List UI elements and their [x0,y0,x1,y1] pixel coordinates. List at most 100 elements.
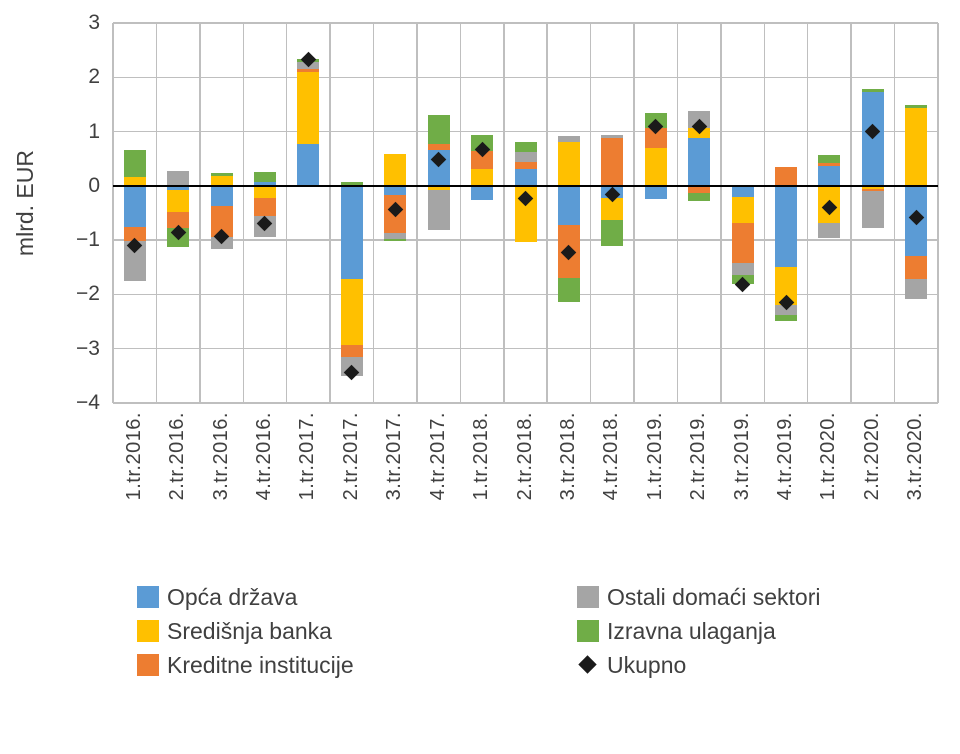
bar-segment [253,185,276,199]
x-tick-label: 2.tr.2020. [860,412,883,501]
bar-segment [861,89,884,93]
vertical-gridline [937,23,939,403]
bar-segment [340,344,363,358]
bar-segment [601,198,624,221]
bar-segment [427,115,450,145]
bar-segment [210,185,233,206]
x-tick-label: 3.tr.2016. [209,412,232,501]
legend-color-swatch [137,620,159,642]
vertical-gridline [720,23,722,403]
vertical-gridline [372,23,375,403]
plot-area [112,22,939,404]
y-tick-label: −1 [76,228,100,252]
legend-label: Ostali domaći sektori [607,583,821,610]
y-tick-label: −2 [76,282,100,306]
x-tick-label: 4.tr.2019. [774,412,797,501]
bar-segment [818,154,841,164]
bar-segment [688,185,711,193]
y-tick-label: 3 [88,11,100,34]
bar-segment [688,192,711,202]
bar-segment [384,233,407,240]
legend-item: Ukupno [577,652,686,678]
bar-segment [384,239,407,241]
bar-segment [601,220,624,246]
bar-segment [861,92,884,186]
bar-segment [557,142,580,186]
vertical-gridline [242,23,244,403]
bar-segment [644,185,667,200]
bar-segment [557,278,580,303]
y-tick-label: 0 [88,173,100,197]
legend-label: Opća država [167,583,298,610]
bar-segment [731,262,754,275]
bar-segment [471,169,494,186]
bar-segment [297,143,320,186]
bar-segment [905,104,928,108]
x-tick-label: 3.tr.2017. [383,412,406,501]
legend-item: Kreditne institucije [137,652,354,678]
horizontal-gridline [113,293,938,296]
legend-color-swatch [137,654,159,676]
bar-segment [731,196,754,224]
x-tick-label: 3.tr.2018. [556,412,579,501]
horizontal-gridline [113,22,938,24]
bar-segment [557,136,580,143]
bar-segment [427,185,450,190]
bar-segment [123,185,146,227]
bar-segment [253,198,276,217]
bar-segment [123,226,146,242]
bar-segment [601,134,624,139]
vertical-gridline [893,23,896,403]
bar-segment [861,185,884,190]
bar-segment [514,152,537,162]
legend-item: Izravna ulaganja [577,618,776,644]
bar-segment [905,279,928,299]
vertical-gridline [850,23,852,403]
vertical-gridline [676,23,679,403]
bar-segment [123,150,146,177]
legend-color-swatch [137,586,159,608]
bar-segment [818,223,841,238]
vertical-gridline [199,23,201,403]
bar-segment [384,185,407,196]
bar-segment [123,241,146,282]
vertical-gridline [503,23,505,403]
bar-segment [601,138,624,186]
x-tick-label: 1.tr.2020. [817,412,840,501]
y-tick-label: −3 [76,336,100,360]
x-tick-label: 2.tr.2017. [339,412,362,501]
legend-color-swatch [577,620,599,642]
bar-segment [557,185,580,226]
vertical-gridline [806,23,809,403]
x-tick-label: 1.tr.2018. [470,412,493,501]
bar-segment [731,185,754,197]
vertical-gridline [633,23,635,403]
bar-segment [210,172,233,176]
vertical-gridline [546,23,548,403]
bar-segment [471,151,494,170]
horizontal-gridline [113,347,938,350]
x-tick-label: 3.tr.2020. [904,412,927,501]
legend-item: Ostali domaći sektori [577,584,820,610]
bar-segment [253,171,276,182]
legend-item: Središnja banka [137,618,332,644]
legend-label: Izravna ulaganja [607,617,776,644]
legend-item: Opća država [137,584,297,610]
vertical-gridline [155,23,158,403]
x-tick-label: 1.tr.2019. [643,412,666,501]
y-axis-title: mlrd. EUR [12,150,38,257]
legend-label: Kreditne institucije [167,651,354,678]
legend-label: Središnja banka [167,617,332,644]
y-tick-label: 1 [88,119,100,143]
x-tick-label: 2.tr.2019. [687,412,710,501]
x-tick-label: 3.tr.2019. [730,412,753,501]
bar-segment [688,138,711,186]
x-tick-label: 4.tr.2017. [426,412,449,501]
horizontal-gridline [113,76,938,79]
x-tick-label: 2.tr.2018. [513,412,536,501]
bar-segment [905,256,928,280]
bar-segment [210,175,233,186]
bar-segment [253,181,276,186]
bar-segment [731,223,754,263]
bar-segment [123,176,146,186]
